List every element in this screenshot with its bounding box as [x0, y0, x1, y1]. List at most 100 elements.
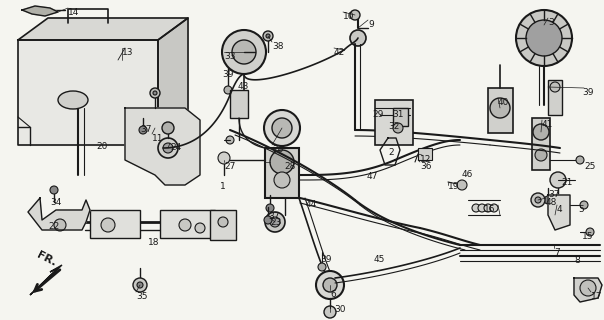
Bar	[230, 90, 248, 118]
Polygon shape	[22, 6, 58, 16]
Circle shape	[222, 30, 266, 74]
Circle shape	[153, 91, 157, 95]
Text: 22: 22	[48, 222, 59, 231]
Text: 33: 33	[224, 52, 236, 61]
Bar	[488, 88, 513, 133]
Circle shape	[133, 278, 147, 292]
Circle shape	[531, 193, 545, 207]
Circle shape	[163, 143, 173, 153]
Circle shape	[270, 150, 294, 174]
Circle shape	[218, 217, 228, 227]
Text: 34: 34	[50, 198, 62, 207]
Bar	[393, 108, 408, 126]
Polygon shape	[125, 108, 200, 185]
Circle shape	[179, 219, 191, 231]
Text: 1: 1	[220, 182, 226, 191]
Circle shape	[457, 180, 467, 190]
Circle shape	[490, 204, 498, 212]
Text: 39: 39	[222, 70, 234, 79]
Circle shape	[576, 156, 584, 164]
Text: 26: 26	[272, 145, 283, 154]
Circle shape	[139, 126, 147, 134]
Circle shape	[158, 138, 178, 158]
Circle shape	[323, 278, 337, 292]
Text: 41: 41	[542, 120, 553, 129]
Circle shape	[350, 30, 366, 46]
Circle shape	[224, 86, 232, 94]
Circle shape	[490, 98, 510, 118]
Circle shape	[266, 204, 274, 212]
Circle shape	[350, 10, 360, 20]
Text: 2: 2	[388, 148, 394, 157]
Text: 8: 8	[574, 256, 580, 265]
Bar	[532, 118, 550, 170]
Circle shape	[270, 217, 280, 227]
Circle shape	[580, 201, 588, 209]
Circle shape	[393, 123, 403, 133]
Text: 29: 29	[372, 110, 384, 119]
Text: 37: 37	[268, 212, 280, 221]
Circle shape	[550, 82, 560, 92]
Polygon shape	[548, 195, 570, 230]
Text: 24: 24	[170, 143, 181, 152]
Circle shape	[516, 10, 572, 66]
Circle shape	[264, 216, 272, 224]
Text: 13: 13	[122, 48, 133, 57]
Circle shape	[264, 110, 300, 146]
Circle shape	[533, 124, 549, 140]
Text: 7: 7	[554, 248, 560, 257]
Text: 46: 46	[462, 170, 474, 179]
Circle shape	[550, 172, 566, 188]
Circle shape	[526, 20, 562, 56]
Text: 19: 19	[448, 182, 460, 191]
Circle shape	[137, 282, 143, 288]
Circle shape	[195, 223, 205, 233]
Polygon shape	[30, 265, 62, 295]
Text: 38: 38	[272, 42, 283, 51]
Text: 9: 9	[368, 20, 374, 29]
Text: 27: 27	[224, 162, 236, 171]
Circle shape	[535, 149, 547, 161]
Polygon shape	[18, 18, 188, 40]
Circle shape	[478, 204, 486, 212]
Text: 17: 17	[591, 292, 603, 301]
Text: 15: 15	[582, 232, 594, 241]
Text: 21: 21	[561, 178, 573, 187]
Polygon shape	[28, 198, 90, 230]
Text: 30: 30	[334, 305, 345, 314]
Bar	[160, 210, 215, 238]
Circle shape	[272, 118, 292, 138]
Ellipse shape	[58, 91, 88, 109]
Text: 28: 28	[284, 162, 295, 171]
Circle shape	[316, 271, 344, 299]
Circle shape	[265, 212, 285, 232]
Circle shape	[472, 204, 480, 212]
Circle shape	[50, 186, 58, 194]
Text: 12: 12	[420, 155, 431, 164]
Text: 48: 48	[546, 198, 557, 207]
Text: 36: 36	[420, 162, 431, 171]
Text: 40: 40	[498, 98, 509, 107]
Circle shape	[162, 122, 174, 134]
Text: 6: 6	[330, 290, 336, 299]
Text: 4: 4	[557, 205, 562, 214]
Text: 37: 37	[548, 190, 559, 199]
Text: 10: 10	[343, 12, 355, 21]
Text: FR.: FR.	[35, 250, 58, 268]
Circle shape	[266, 34, 270, 38]
Circle shape	[263, 31, 273, 41]
Text: 3: 3	[548, 18, 554, 27]
Text: 47: 47	[367, 172, 378, 181]
Polygon shape	[18, 40, 158, 145]
Circle shape	[318, 263, 326, 271]
Text: 18: 18	[148, 238, 159, 247]
Circle shape	[324, 306, 336, 318]
Bar	[375, 100, 413, 145]
Text: 31: 31	[392, 110, 403, 119]
Text: 35: 35	[136, 292, 147, 301]
Circle shape	[150, 88, 160, 98]
Circle shape	[54, 219, 66, 231]
Bar	[418, 148, 432, 160]
Text: 25: 25	[584, 162, 596, 171]
Circle shape	[544, 196, 552, 204]
